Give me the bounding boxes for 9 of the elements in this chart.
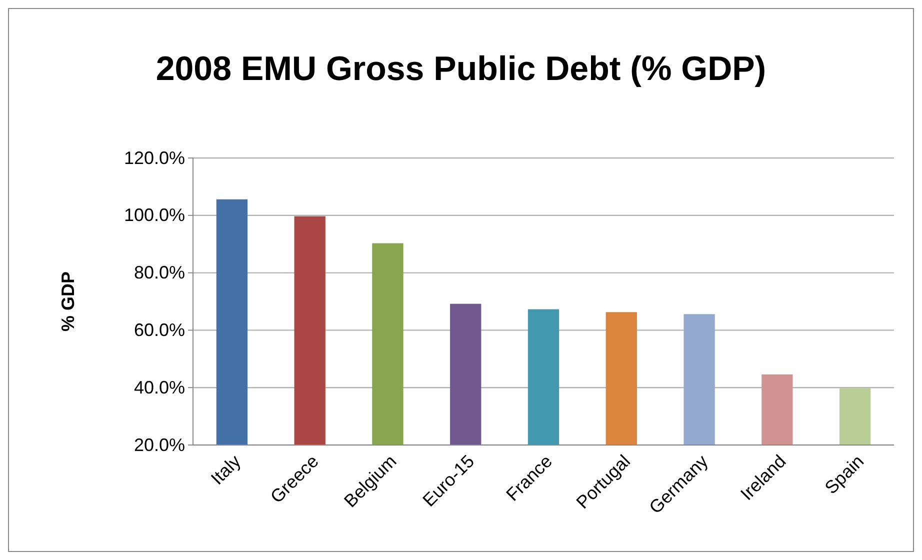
y-tick-label: 80.0% [134,262,185,283]
y-tick-label: 20.0% [134,434,185,455]
y-axis-title: % GDP [58,271,78,332]
chart-title: 2008 EMU Gross Public Debt (% GDP) [156,50,766,88]
y-tick-label: 100.0% [124,205,185,226]
y-tick-label: 60.0% [134,320,185,340]
x-tick-label: Italy [207,451,245,489]
y-tick-label: 120.0% [124,148,185,168]
y-tick-label: 40.0% [134,377,185,398]
